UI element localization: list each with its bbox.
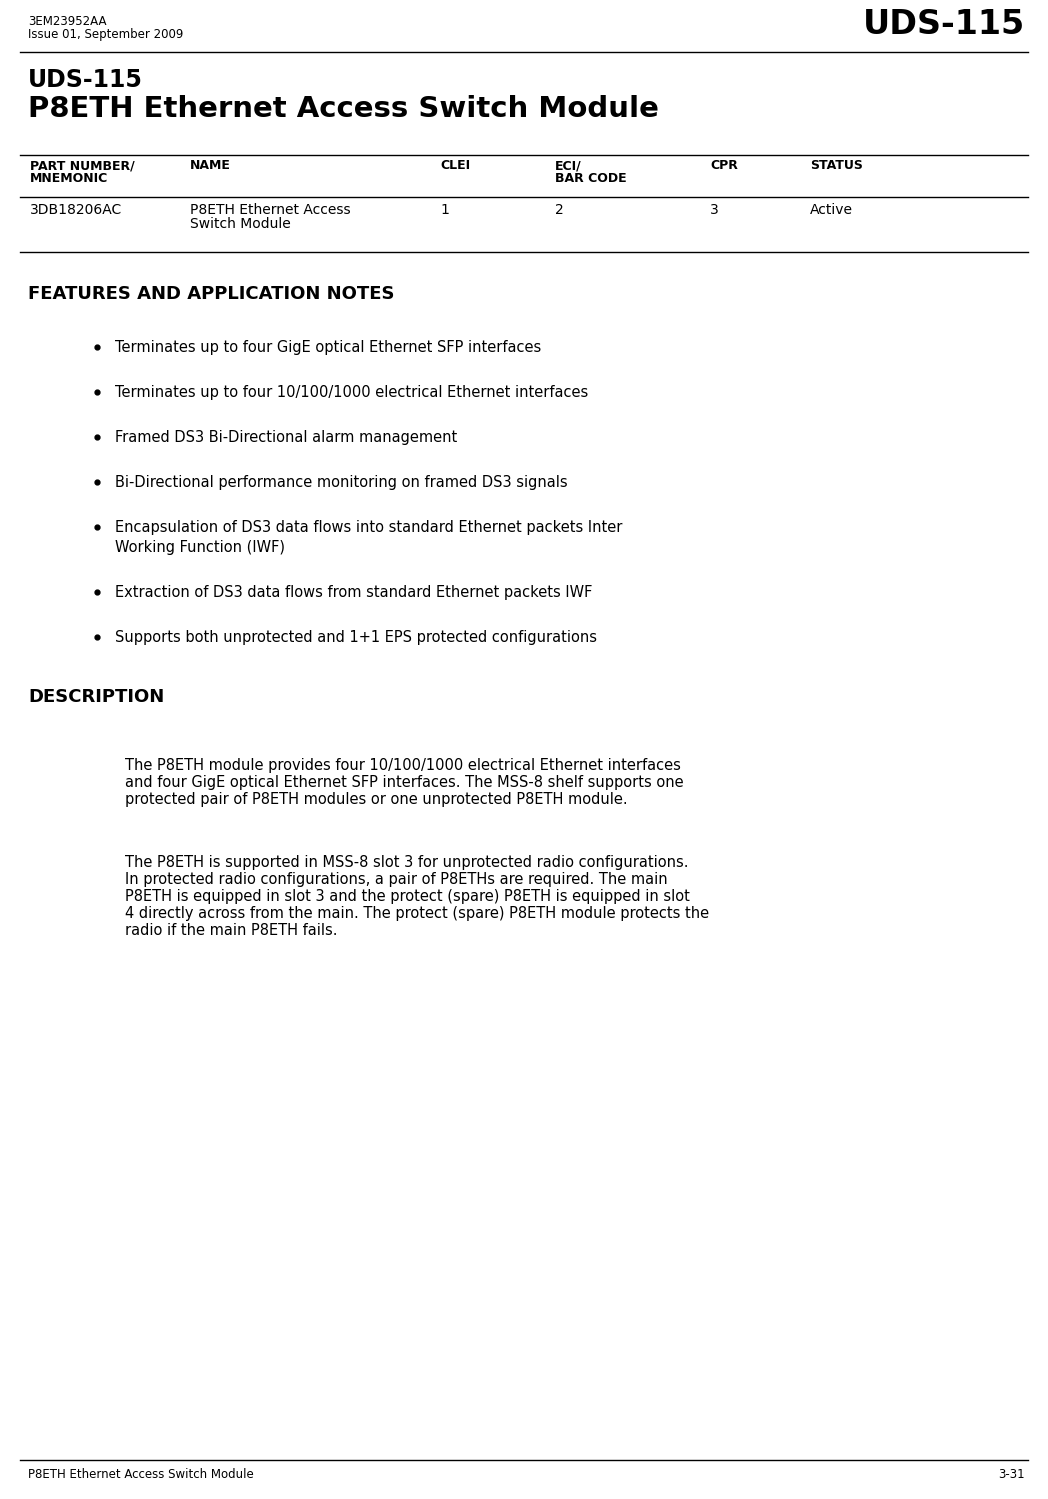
- Text: 3: 3: [709, 202, 719, 217]
- Text: PART NUMBER/: PART NUMBER/: [30, 159, 135, 172]
- Text: The P8ETH is supported in MSS-8 slot 3 for unprotected radio configurations.: The P8ETH is supported in MSS-8 slot 3 f…: [125, 854, 689, 869]
- Text: 3EM23952AA: 3EM23952AA: [28, 15, 107, 28]
- Text: radio if the main P8ETH fails.: radio if the main P8ETH fails.: [125, 923, 337, 938]
- Text: Encapsulation of DS3 data flows into standard Ethernet packets Inter
Working Fun: Encapsulation of DS3 data flows into sta…: [115, 520, 623, 556]
- Text: UDS-115: UDS-115: [28, 67, 143, 91]
- Text: DESCRIPTION: DESCRIPTION: [28, 688, 165, 706]
- Text: UDS-115: UDS-115: [863, 7, 1025, 40]
- Text: Terminates up to four GigE optical Ethernet SFP interfaces: Terminates up to four GigE optical Ether…: [115, 340, 541, 355]
- Text: 4 directly across from the main. The protect (spare) P8ETH module protects the: 4 directly across from the main. The pro…: [125, 905, 709, 920]
- Text: STATUS: STATUS: [810, 159, 863, 172]
- Text: Active: Active: [810, 202, 853, 217]
- Text: 2: 2: [555, 202, 564, 217]
- Text: and four GigE optical Ethernet SFP interfaces. The MSS-8 shelf supports one: and four GigE optical Ethernet SFP inter…: [125, 775, 683, 790]
- Text: CLEI: CLEI: [440, 159, 471, 172]
- Text: Bi-Directional performance monitoring on framed DS3 signals: Bi-Directional performance monitoring on…: [115, 475, 568, 490]
- Text: 1: 1: [440, 202, 449, 217]
- Text: 3DB18206AC: 3DB18206AC: [30, 202, 123, 217]
- Text: Framed DS3 Bi-Directional alarm management: Framed DS3 Bi-Directional alarm manageme…: [115, 430, 457, 445]
- Text: FEATURES AND APPLICATION NOTES: FEATURES AND APPLICATION NOTES: [28, 285, 394, 303]
- Text: P8ETH Ethernet Access Switch Module: P8ETH Ethernet Access Switch Module: [28, 1468, 254, 1481]
- Text: In protected radio configurations, a pair of P8ETHs are required. The main: In protected radio configurations, a pai…: [125, 872, 668, 887]
- Text: 3-31: 3-31: [999, 1468, 1025, 1481]
- Text: Switch Module: Switch Module: [190, 217, 290, 231]
- Text: CPR: CPR: [709, 159, 738, 172]
- Text: ECI/: ECI/: [555, 159, 582, 172]
- Text: Terminates up to four 10/100/1000 electrical Ethernet interfaces: Terminates up to four 10/100/1000 electr…: [115, 385, 588, 400]
- Text: MNEMONIC: MNEMONIC: [30, 172, 108, 184]
- Text: The P8ETH module provides four 10/100/1000 electrical Ethernet interfaces: The P8ETH module provides four 10/100/10…: [125, 758, 681, 773]
- Text: Extraction of DS3 data flows from standard Ethernet packets IWF: Extraction of DS3 data flows from standa…: [115, 585, 592, 600]
- Text: BAR CODE: BAR CODE: [555, 172, 627, 184]
- Text: P8ETH Ethernet Access: P8ETH Ethernet Access: [190, 202, 351, 217]
- Text: P8ETH Ethernet Access Switch Module: P8ETH Ethernet Access Switch Module: [28, 94, 659, 123]
- Text: protected pair of P8ETH modules or one unprotected P8ETH module.: protected pair of P8ETH modules or one u…: [125, 791, 628, 806]
- Text: NAME: NAME: [190, 159, 231, 172]
- Text: Supports both unprotected and 1+1 EPS protected configurations: Supports both unprotected and 1+1 EPS pr…: [115, 630, 597, 645]
- Text: Issue 01, September 2009: Issue 01, September 2009: [28, 28, 183, 40]
- Text: P8ETH is equipped in slot 3 and the protect (spare) P8ETH is equipped in slot: P8ETH is equipped in slot 3 and the prot…: [125, 889, 690, 904]
